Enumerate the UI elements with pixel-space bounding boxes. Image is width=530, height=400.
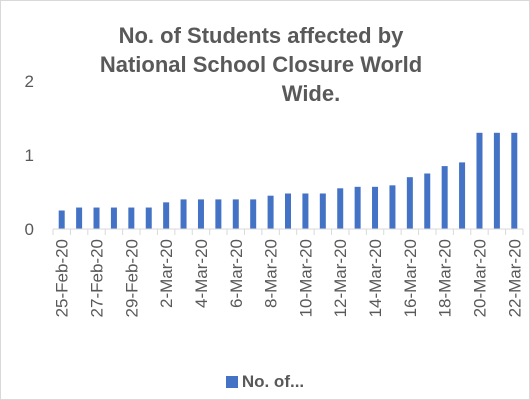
bar xyxy=(145,207,152,229)
bar xyxy=(337,188,344,229)
bar xyxy=(250,199,257,229)
bar xyxy=(232,199,239,229)
y-tick-label: 1 xyxy=(25,146,34,165)
bar xyxy=(389,185,396,229)
bar xyxy=(319,193,326,229)
x-tick-label: 20-Mar-20 xyxy=(470,239,489,317)
x-tick-label: 18-Mar-20 xyxy=(436,239,455,317)
bar xyxy=(267,195,274,229)
bar xyxy=(406,177,413,229)
bar xyxy=(76,207,83,229)
x-tick-label: 29-Feb-20 xyxy=(122,239,141,317)
x-tick-label: 8-Mar-20 xyxy=(262,239,281,308)
chart-title-line-3: Wide. xyxy=(281,81,341,106)
x-tick-label: 16-Mar-20 xyxy=(401,239,420,317)
x-tick-label: 10-Mar-20 xyxy=(296,239,315,317)
x-tick-label: 25-Feb-20 xyxy=(53,239,72,317)
bar xyxy=(372,186,379,229)
x-tick-label: 6-Mar-20 xyxy=(227,239,246,308)
bar xyxy=(476,132,483,229)
bar xyxy=(493,132,500,229)
chart-title: No. of Students affected by National Sch… xyxy=(61,21,461,108)
bar xyxy=(58,210,65,229)
bar xyxy=(110,207,117,229)
x-tick-label: 14-Mar-20 xyxy=(366,239,385,317)
legend: No. of... xyxy=(1,371,529,393)
bar xyxy=(302,193,309,229)
bar xyxy=(424,173,431,229)
x-tick-label: 2-Mar-20 xyxy=(157,239,176,308)
y-tick-label: 0 xyxy=(25,220,34,239)
bar xyxy=(180,199,187,229)
bar xyxy=(285,193,291,229)
bar xyxy=(93,207,100,229)
bar xyxy=(197,199,204,229)
chart-title-line-2: National School Closure World xyxy=(99,52,423,77)
bar xyxy=(459,162,466,229)
bar xyxy=(441,166,448,229)
legend-swatch xyxy=(225,376,238,388)
bar xyxy=(511,132,518,229)
bar xyxy=(128,207,135,229)
legend-label: No. of... xyxy=(241,372,305,391)
x-tick-label: 12-Mar-20 xyxy=(331,239,350,317)
bar xyxy=(354,186,361,229)
x-tick-label: 27-Feb-20 xyxy=(88,239,107,317)
x-tick-label: 22-Mar-20 xyxy=(505,239,524,317)
x-tick-label: 4-Mar-20 xyxy=(192,239,211,308)
chart-title-line-1: No. of Students affected by xyxy=(118,23,404,48)
bar xyxy=(163,202,170,229)
bar xyxy=(215,199,222,229)
y-tick-label: 2 xyxy=(25,72,34,91)
